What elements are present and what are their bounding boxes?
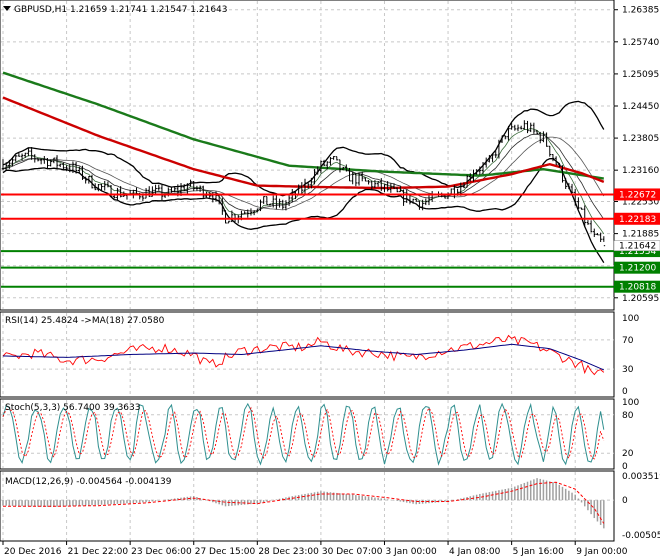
rsi-tick-label: 30: [622, 365, 634, 375]
level-label-bg: [614, 280, 660, 293]
level-label: 1.22672: [619, 190, 656, 200]
collapse-arrow-icon[interactable]: [3, 6, 11, 11]
rsi-ma-line: [3, 343, 604, 371]
macd-histogram: [2, 478, 605, 529]
price-tick-label: 1.24450: [622, 102, 659, 112]
price-tick-label: 1.25095: [622, 70, 659, 80]
support-resistance-lines: [1, 193, 614, 288]
macd-panel[interactable]: [0, 470, 615, 542]
stoch-tick-label: 80: [622, 411, 634, 421]
current-price-bg: [613, 240, 660, 251]
stoch-tick-label: 20: [622, 449, 634, 459]
time-tick-label: 30 Dec 07:00: [322, 547, 383, 557]
macd-signal-line: [3, 481, 605, 524]
rsi-title: RSI(14) 25.4824 ->MA(18) 27.0580: [5, 316, 165, 326]
price-tick-label: 1.23805: [622, 134, 659, 144]
price-tick-label: 1.25740: [622, 38, 659, 48]
fast-ma-2: [2, 133, 605, 220]
price-tick-label: 1.21885: [622, 230, 659, 240]
ma-slow-line: [2, 71, 604, 180]
level-label: 1.22183: [619, 215, 656, 225]
rsi-grid: [1, 313, 614, 396]
moving-averages: [2, 71, 605, 190]
price-tick-label: 1.20595: [622, 294, 659, 304]
current-price-label: 1.21642: [619, 242, 656, 252]
rsi-line: [2, 334, 605, 376]
stoch-panel[interactable]: [0, 398, 615, 470]
time-tick-label: 5 Jan 16:00: [513, 547, 565, 557]
macd-title: MACD(12,26,9) -0.004564 -0.004139: [5, 477, 172, 487]
ma-mid-line: [2, 96, 605, 190]
stoch-main-line: [2, 402, 605, 466]
price-axis: 1.26385 1.25740 1.25095 1.24450 1.23805 1.231…: [614, 6, 659, 304]
rsi-tick-label: 70: [622, 336, 634, 346]
symbol-header: GBPUSD,H1 1.21659 1.21741 1.21547 1.2164…: [14, 5, 228, 15]
time-tick-label: 27 Dec 15:00: [195, 547, 256, 557]
rsi-tick-label: 0: [622, 387, 628, 397]
price-tick-label: 1.23160: [622, 166, 659, 176]
price-tick-label: 1.22530: [622, 198, 659, 208]
time-tick-label: 23 Dec 06:00: [131, 547, 192, 557]
stoch-signal-line: [2, 406, 605, 460]
time-tick-label: 4 Jan 08:00: [449, 547, 501, 557]
macd-axis: 0.003519 0 -0.005051: [622, 472, 660, 541]
level-label: 1.20818: [619, 283, 656, 293]
time-axis: 20 Dec 2016 21 Dec 22:00 23 Dec 06:00 27 De…: [2, 541, 628, 557]
level-label: 1.21200: [619, 264, 656, 274]
time-tick-label: 20 Dec 2016: [4, 547, 62, 557]
fast-ma: [2, 127, 605, 235]
macd-tick-label: 0.003519: [622, 472, 660, 482]
stoch-axis: 100 80 20 0: [622, 398, 639, 472]
level-label: 1.21534: [619, 247, 656, 257]
time-tick-label: 21 Dec 22:00: [68, 547, 129, 557]
time-tick-label: 3 Jan 00:00: [385, 547, 437, 557]
rsi-axis: 100 70 30 0: [622, 314, 639, 397]
stoch-lines: [2, 402, 605, 466]
level-label-bg: [614, 188, 660, 201]
time-tick-label: 28 Dec 23:00: [258, 547, 319, 557]
level-label-bg: [614, 212, 660, 225]
stoch-tick-label: 100: [622, 398, 639, 408]
price-tick-label: 1.26385: [622, 6, 659, 16]
macd-tick-label: -0.005051: [622, 531, 660, 541]
level-label-bg: [614, 245, 660, 258]
rsi-tick-label: 100: [622, 314, 639, 324]
stoch-tick-label: 0: [622, 462, 628, 472]
price-panel[interactable]: [0, 0, 615, 311]
rsi-lines: [2, 334, 605, 376]
level-labels: 1.22672 1.22183 1.21534 1.21200 1.20818 1.216…: [613, 188, 660, 293]
time-tick-label: 9 Jan 00:00: [576, 547, 628, 557]
stoch-title: Stoch(5,3,3) 56.7400 39.3633: [5, 403, 140, 413]
level-label-bg: [614, 261, 660, 274]
macd-tick-label: 0: [622, 496, 628, 506]
